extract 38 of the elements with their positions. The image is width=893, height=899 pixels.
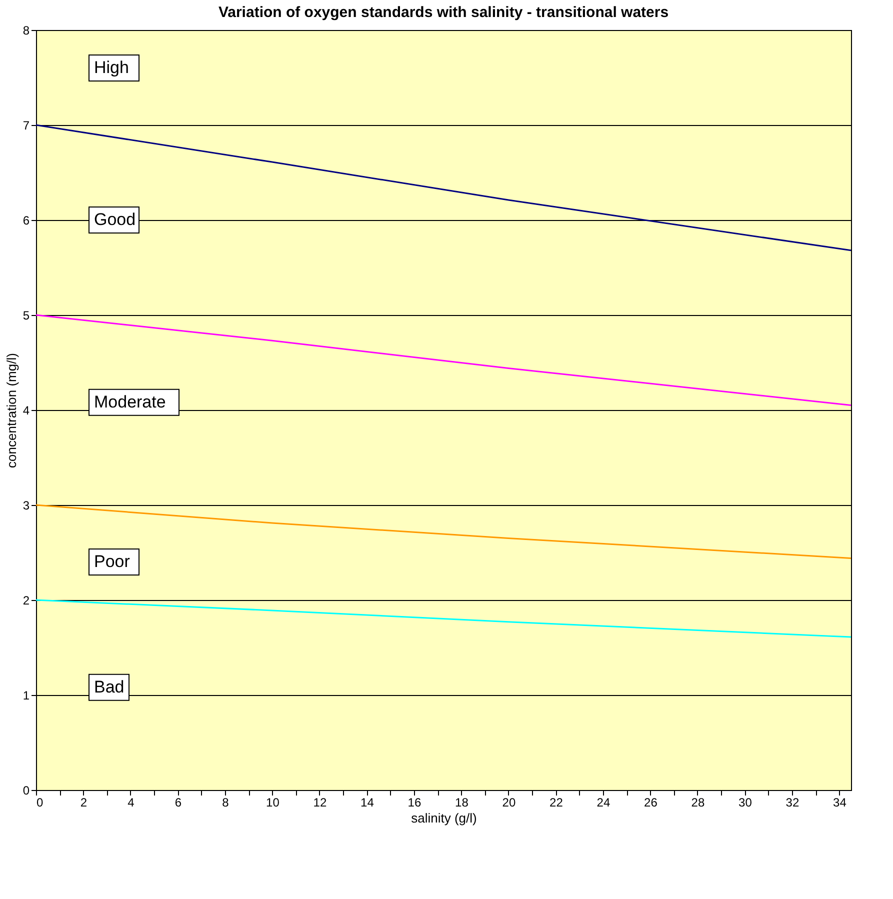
annotation: High	[94, 58, 129, 77]
x-tick-label: 12	[313, 796, 327, 810]
x-tick-label: 34	[833, 796, 847, 810]
y-tick-label: 3	[22, 498, 30, 512]
y-tick-label: 2	[22, 594, 30, 608]
x-tick-label: 20	[502, 796, 516, 810]
x-tick-label: 6	[174, 796, 182, 810]
chart-title: Variation of oxygen standards with salinity - transitional waters	[218, 4, 669, 21]
x-axis-title: salinity (g/l)	[411, 810, 477, 826]
x-tick-label: 2	[80, 796, 88, 810]
x-tick-label: 0	[36, 796, 44, 810]
x-tick-label: 26	[644, 796, 658, 810]
y-tick-label: 1	[22, 688, 30, 702]
x-tick-label: 10	[266, 796, 280, 810]
x-tick-label: 24	[596, 796, 610, 810]
y-tick-label: 6	[22, 214, 30, 228]
line-series	[35, 314, 852, 406]
y-tick-label: 0	[22, 784, 30, 798]
x-tick-label: 18	[455, 796, 469, 810]
x-tick-label: 28	[691, 796, 705, 810]
annotation: Poor	[94, 552, 130, 571]
annotation: Moderate	[94, 392, 166, 412]
x-tick-label: 32	[786, 796, 800, 810]
line-series	[35, 124, 852, 252]
annotation: Bad	[94, 677, 124, 696]
x-tick-label: 4	[128, 796, 135, 810]
x-tick-label: 22	[550, 796, 564, 810]
x-tick-label: 14	[360, 796, 374, 810]
y-tick-label: 7	[22, 118, 30, 132]
x-tick-label: 8	[222, 796, 230, 810]
y-tick-label: 5	[22, 308, 30, 322]
x-tick-label: 30	[738, 796, 752, 810]
x-tick-label: 16	[408, 796, 422, 810]
y-tick-label: 4	[22, 404, 30, 418]
y-axis-title: concentration (mg/l)	[4, 353, 19, 468]
annotation: Good	[94, 210, 136, 229]
line-series	[35, 599, 852, 638]
y-tick-label: 8	[22, 24, 30, 38]
